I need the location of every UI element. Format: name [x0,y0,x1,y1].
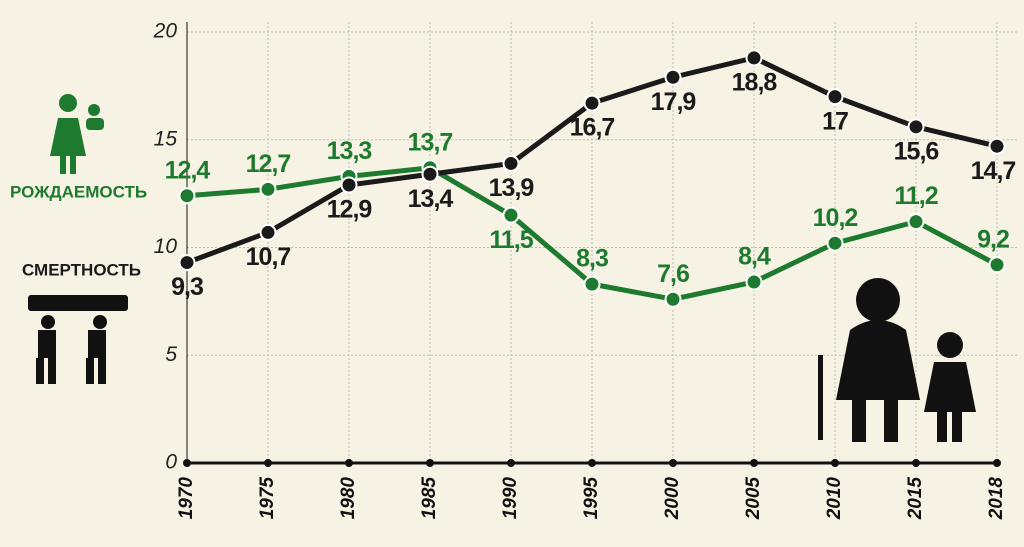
series-point [502,206,520,224]
series-point [259,223,277,241]
series-point [421,165,439,183]
value-label: 11,5 [489,226,533,254]
value-label: 8,4 [738,243,771,271]
icon-elders [818,278,976,442]
legend-death: СМЕРТНОСТЬ [22,260,141,279]
series-point [178,254,196,272]
series-point [907,213,925,231]
value-label: 7,6 [657,260,689,288]
x-tick-label: 1975 [257,477,278,520]
y-tick-label: 15 [154,127,178,150]
value-label: 11,2 [894,182,937,210]
y-tick-label: 0 [165,451,177,474]
series-point [178,187,196,205]
x-tick-label: 1985 [419,477,440,520]
icon-mother [50,94,104,174]
value-label: 9,2 [977,225,1009,253]
series-point [583,275,601,293]
value-label: 12,9 [327,196,372,224]
series-point [745,273,763,291]
series-point [907,118,925,136]
series-point [988,256,1006,274]
x-tick-label: 1990 [500,477,521,520]
value-label: 13,9 [489,174,534,202]
value-label: 12,4 [165,156,211,184]
series-point [502,154,520,172]
value-label: 9,3 [171,273,203,301]
series-point [826,234,844,252]
series-point [826,88,844,106]
x-tick-label: 1980 [338,477,359,520]
y-tick-label: 10 [154,235,178,258]
x-tick-label: 2015 [905,477,926,521]
series-point [745,49,763,67]
series-point [664,68,682,86]
value-label: 8,3 [576,245,608,273]
value-label: 13,3 [327,137,372,165]
x-tick-label: 1995 [581,477,602,520]
value-label: 17 [822,107,848,135]
x-tick-label: 2018 [986,477,1007,521]
value-label: 17,9 [651,88,696,116]
x-tick-label: 1970 [176,477,197,520]
value-label: 10,2 [813,204,858,232]
series-point [340,176,358,194]
x-tick-label: 2000 [662,477,683,521]
y-tick-label: 20 [153,20,178,43]
icon-coffin [28,295,128,384]
value-label: 10,7 [246,243,291,271]
value-label: 16,7 [570,114,615,142]
value-label: 13,4 [408,185,454,213]
value-label: 12,7 [246,150,291,178]
value-label: 18,8 [732,68,778,96]
legend-birth: РОЖДАЕМОСТЬ [10,182,147,201]
series-point [259,180,277,198]
series-point [583,94,601,112]
series-point [988,137,1006,155]
x-tick-label: 2010 [824,477,845,521]
value-label: 13,7 [408,128,453,156]
value-label: 15,6 [894,137,939,165]
y-tick-label: 5 [165,343,177,366]
x-tick-label: 2005 [743,477,764,521]
series-point [664,290,682,308]
value-label: 14,7 [971,157,1016,185]
